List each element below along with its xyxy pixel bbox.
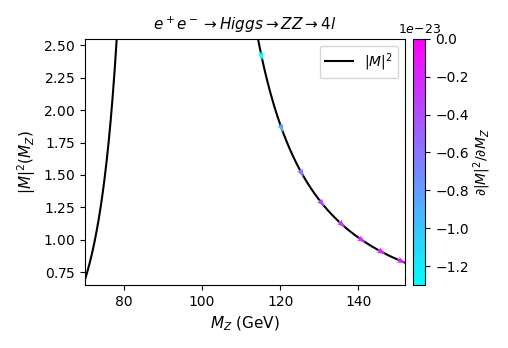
Legend: $|M|^2$: $|M|^2$ xyxy=(320,46,398,78)
$|M|^2$ xyxy=(82,277,88,281)
X-axis label: $M_Z$ (GeV): $M_Z$ (GeV) xyxy=(210,315,280,333)
Y-axis label: $\partial|M|^2/\partial M_Z$: $\partial|M|^2/\partial M_Z$ xyxy=(471,128,493,196)
Y-axis label: $|M|^2(M_Z)$: $|M|^2(M_Z)$ xyxy=(15,130,38,194)
Title: $1e{-}23$: $1e{-}23$ xyxy=(398,23,441,36)
$|M|^2$ xyxy=(396,258,402,262)
Line: $|M|^2$: $|M|^2$ xyxy=(85,0,405,279)
Title: $e^+e^-\rightarrow Higgs\rightarrow ZZ\rightarrow 4l$: $e^+e^-\rightarrow Higgs\rightarrow ZZ\r… xyxy=(153,15,337,35)
$|M|^2$ xyxy=(402,261,408,265)
$|M|^2$ xyxy=(362,240,368,244)
